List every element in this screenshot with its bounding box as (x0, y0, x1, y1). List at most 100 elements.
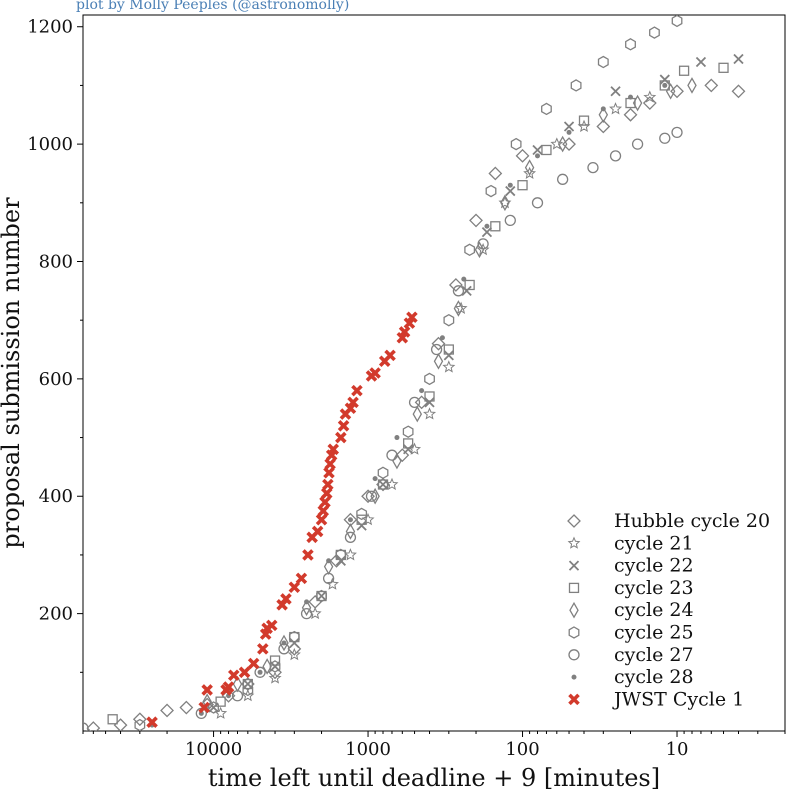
point-cycle-27 (430, 343, 443, 356)
point-cycle-28 (439, 335, 445, 341)
point-cycle-28 (281, 640, 287, 646)
legend-marker-cycle-23 (568, 582, 580, 594)
point-cycle-28 (461, 276, 467, 282)
point-cycle-25 (671, 15, 683, 28)
point-cycle-23 (215, 696, 226, 707)
point-hubble-cycle-20 (179, 700, 194, 715)
point-cycle-25 (402, 425, 414, 438)
point-cycle-27 (609, 150, 622, 162)
point-cycle-23 (424, 391, 435, 402)
point-cycle-27 (477, 238, 489, 250)
point-jwst-cycle-1 (146, 716, 158, 728)
point-hubble-cycle-20 (623, 107, 638, 122)
point-cycle-25 (316, 589, 327, 603)
point-cycle-22 (269, 661, 281, 672)
point-cycle-23 (107, 714, 118, 725)
point-cycle-24 (687, 77, 697, 94)
point-cycle-28 (535, 153, 541, 159)
point-cycle-23 (377, 479, 389, 490)
data-points (83, 15, 746, 731)
point-cycle-21 (423, 407, 437, 420)
point-jwst-cycle-1 (323, 466, 335, 479)
point-cycle-21 (442, 360, 456, 373)
point-cycle-27 (231, 690, 244, 702)
point-hubble-cycle-20 (731, 84, 746, 99)
point-cycle-27 (83, 722, 89, 731)
point-jwst-cycle-1 (317, 505, 330, 517)
point-cycle-25 (288, 630, 300, 644)
point-cycle-28 (372, 476, 378, 482)
point-jwst-cycle-1 (369, 367, 381, 379)
point-cycle-27 (671, 126, 683, 139)
point-jwst-cycle-1 (238, 666, 251, 679)
point-cycle-21 (609, 102, 623, 115)
point-cycle-24 (370, 487, 380, 505)
point-jwst-cycle-1 (351, 384, 363, 397)
point-cycle-27 (504, 214, 516, 227)
point-cycle-23 (517, 180, 528, 191)
point-jwst-cycle-1 (222, 681, 235, 693)
point-cycle-22 (403, 444, 414, 455)
point-cycle-24 (665, 82, 676, 100)
point-hubble-cycle-20 (448, 278, 463, 292)
legend-label-hubble-cycle-20: Hubble cycle 20 (614, 510, 770, 532)
point-hubble-cycle-20 (395, 448, 410, 463)
point-cycle-27 (587, 161, 599, 174)
point-cycle-24 (345, 523, 356, 540)
point-cycle-27 (300, 607, 313, 620)
legend-label-cycle-22: cycle 22 (614, 555, 694, 577)
point-cycle-23 (578, 115, 590, 126)
point-cycle-22 (532, 144, 543, 156)
point-cycle-22 (733, 53, 744, 65)
legend-marker-cycle-21 (567, 536, 581, 549)
y-tick-label: 800 (39, 251, 73, 272)
point-cycle-27 (365, 490, 378, 502)
point-cycle-25 (485, 184, 497, 198)
point-jwst-cycle-1 (319, 496, 331, 508)
plot-frame (82, 14, 786, 732)
y-tick-label: 200 (39, 604, 73, 625)
point-jwst-cycle-1 (337, 420, 350, 432)
point-cycle-25 (649, 26, 660, 39)
point-jwst-cycle-1 (335, 431, 347, 444)
point-jwst-cycle-1 (347, 396, 359, 409)
point-jwst-cycle-1 (406, 311, 418, 324)
point-cycle-25 (424, 372, 435, 386)
point-hubble-cycle-20 (431, 336, 446, 351)
legend-label-cycle-27: cycle 27 (614, 644, 694, 666)
y-axis-label: proposal submission number (0, 197, 25, 549)
point-cycle-25 (570, 79, 582, 92)
legend-marker-cycle-24 (569, 601, 579, 619)
point-jwst-cycle-1 (322, 478, 334, 491)
legend-label-cycle-28: cycle 28 (614, 666, 694, 688)
point-cycle-22 (610, 86, 621, 97)
point-cycle-23 (464, 279, 475, 291)
x-tick-label: 100 (505, 739, 539, 760)
point-cycle-27 (386, 449, 398, 461)
point-cycle-27 (254, 666, 266, 678)
point-cycle-21 (550, 137, 564, 150)
point-cycle-24 (598, 106, 609, 124)
point-jwst-cycle-1 (324, 458, 336, 470)
point-cycle-22 (563, 121, 575, 132)
point-cycle-24 (524, 159, 535, 176)
point-hubble-cycle-20 (515, 148, 530, 163)
point-hubble-cycle-20 (469, 213, 483, 228)
point-jwst-cycle-1 (302, 549, 314, 561)
point-cycle-28 (484, 223, 490, 229)
point-cycle-22 (443, 350, 454, 361)
point-jwst-cycle-1 (280, 593, 292, 605)
point-cycle-28 (628, 94, 634, 100)
legend-label-cycle-25: cycle 25 (614, 622, 694, 644)
point-cycle-25 (510, 137, 522, 151)
point-jwst-cycle-1 (398, 326, 411, 338)
point-cycle-22 (659, 74, 670, 85)
point-cycle-24 (453, 300, 464, 317)
x-axis-label: time left until deadline + 9 [minutes] (208, 764, 660, 792)
y-tick-label: 400 (39, 486, 73, 507)
x-tick-label: 10 (666, 739, 689, 760)
point-cycle-23 (269, 655, 281, 666)
point-hubble-cycle-20 (704, 78, 719, 93)
legend-marker-cycle-28 (571, 674, 577, 680)
point-cycle-28 (662, 82, 668, 88)
